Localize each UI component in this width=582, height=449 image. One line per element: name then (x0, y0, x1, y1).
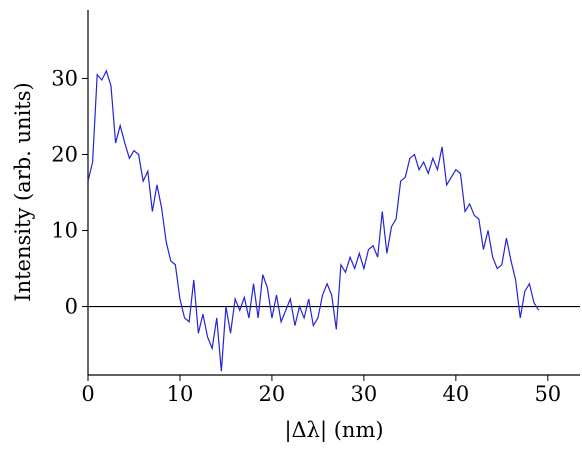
x-tick-label: 30 (351, 382, 378, 406)
y-tick-label: 0 (65, 295, 78, 319)
data-line (87, 69, 540, 372)
y-tick-label: 20 (51, 142, 78, 166)
x-tick-label: 20 (259, 382, 286, 406)
y-tick-label: 10 (51, 219, 78, 243)
x-tick-label: 10 (167, 382, 194, 406)
x-tick-label: 0 (81, 382, 94, 406)
x-axis-label: |Δλ| (nm) (284, 418, 383, 443)
y-tick-label: 30 (51, 66, 78, 90)
x-tick-label: 40 (442, 382, 469, 406)
x-tick-label: 50 (534, 382, 561, 406)
y-axis-label: Intensity (arb. units) (11, 82, 35, 301)
